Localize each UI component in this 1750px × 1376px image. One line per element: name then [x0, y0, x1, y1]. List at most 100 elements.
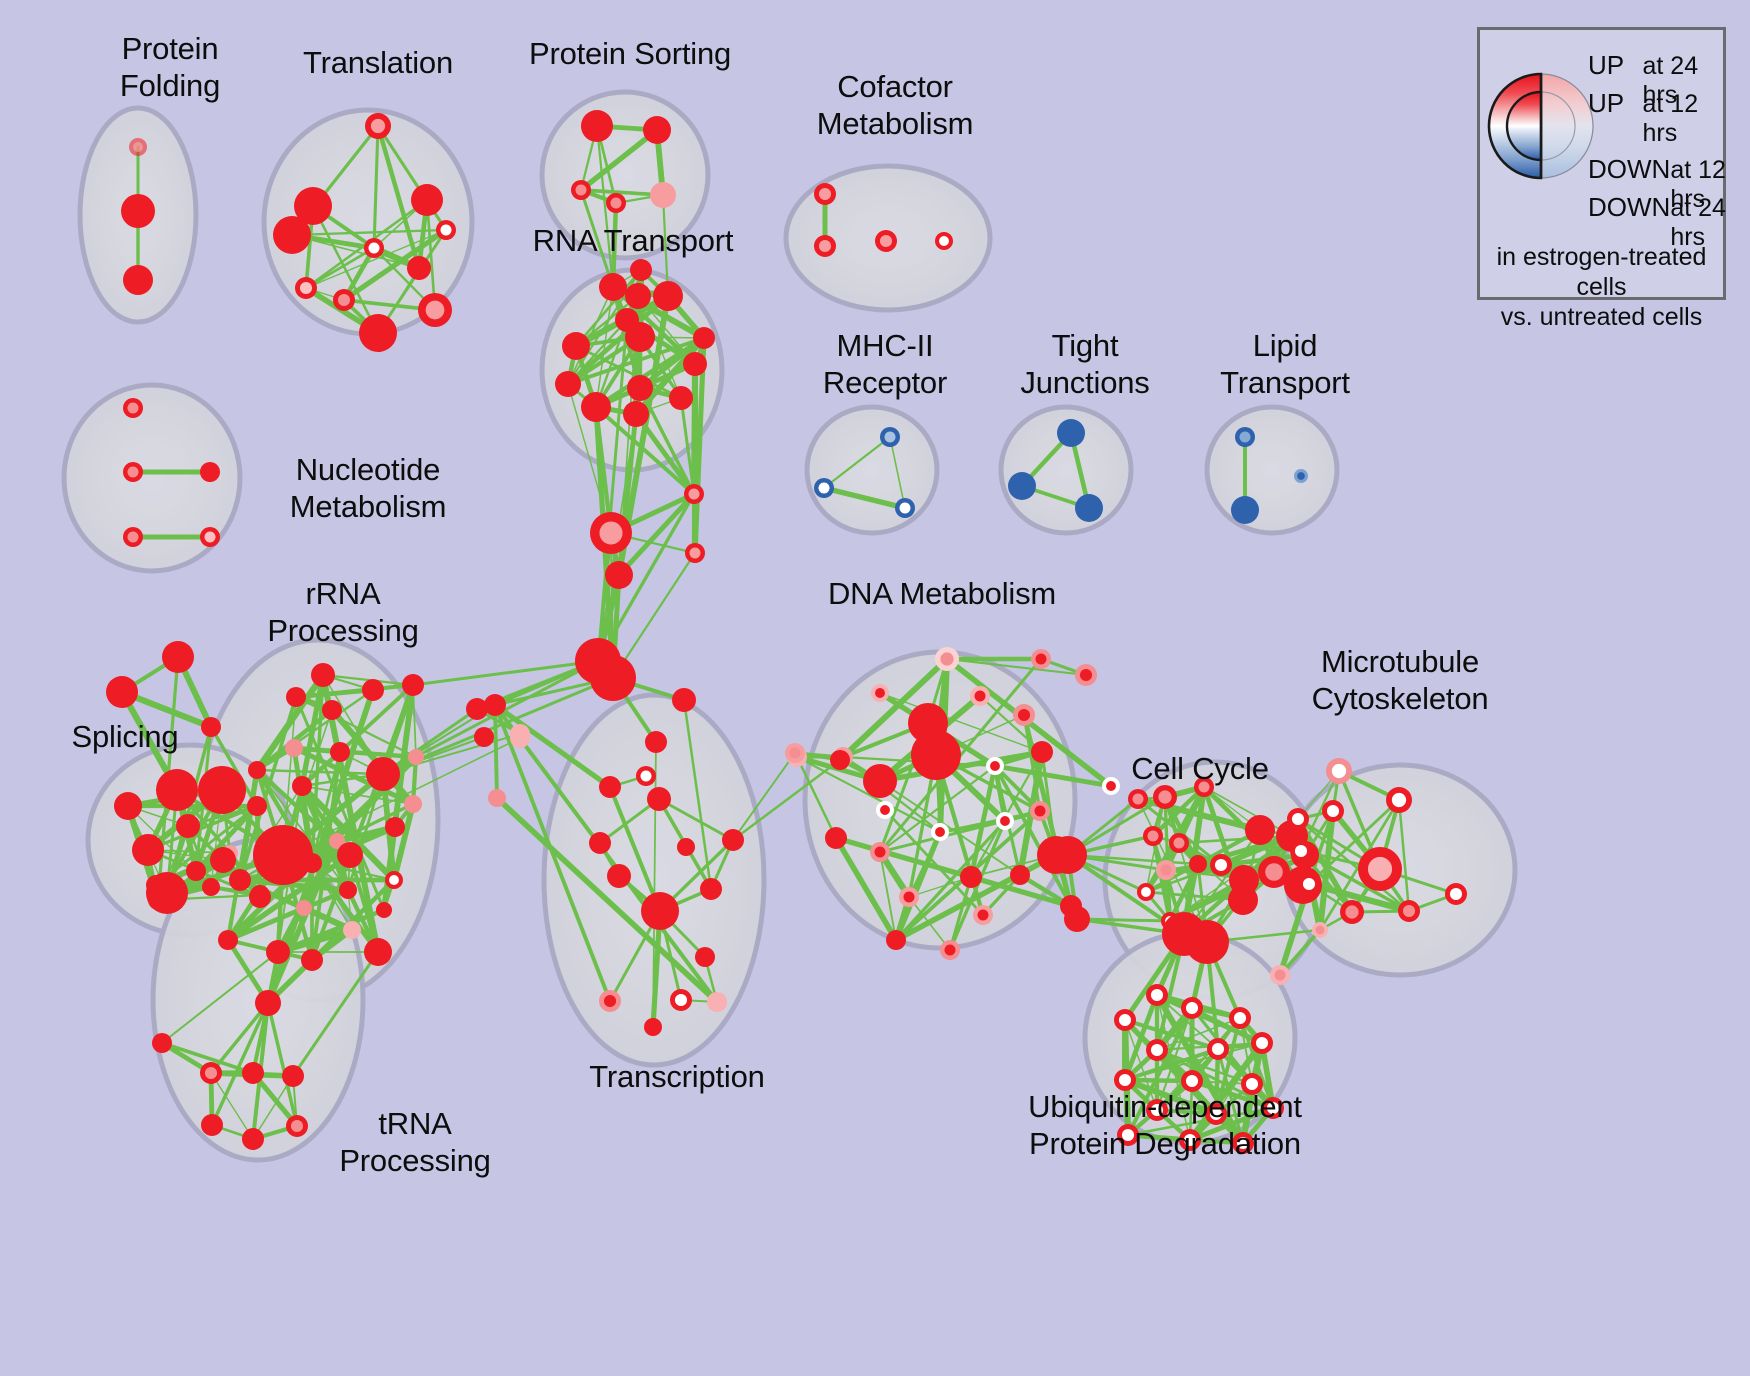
network-node[interactable] — [1270, 965, 1290, 985]
network-node[interactable] — [162, 641, 194, 673]
network-node[interactable] — [722, 829, 744, 851]
network-node[interactable] — [186, 861, 206, 881]
network-node[interactable] — [510, 724, 530, 744]
network-node[interactable] — [1207, 1038, 1229, 1060]
network-node[interactable] — [599, 776, 621, 798]
network-node[interactable] — [362, 679, 384, 701]
network-node[interactable] — [669, 386, 693, 410]
network-node[interactable] — [641, 892, 679, 930]
network-node[interactable] — [1146, 984, 1168, 1006]
network-node[interactable] — [1241, 1073, 1263, 1095]
network-node[interactable] — [677, 838, 695, 856]
network-node[interactable] — [1326, 758, 1352, 784]
network-node[interactable] — [935, 232, 953, 250]
network-node[interactable] — [931, 823, 949, 841]
network-node[interactable] — [684, 484, 704, 504]
network-node[interactable] — [1057, 419, 1085, 447]
network-node[interactable] — [911, 730, 961, 780]
network-node[interactable] — [606, 193, 626, 213]
network-node[interactable] — [814, 235, 836, 257]
network-node[interactable] — [1298, 873, 1320, 895]
network-node[interactable] — [1049, 836, 1087, 874]
network-node[interactable] — [899, 887, 919, 907]
network-node[interactable] — [814, 478, 834, 498]
network-node[interactable] — [1013, 704, 1035, 726]
network-node[interactable] — [123, 398, 143, 418]
network-node[interactable] — [322, 700, 342, 720]
network-node[interactable] — [132, 834, 164, 866]
network-node[interactable] — [1156, 860, 1176, 880]
network-node[interactable] — [685, 543, 705, 563]
network-node[interactable] — [670, 989, 692, 1011]
network-node[interactable] — [255, 990, 281, 1016]
network-node[interactable] — [1114, 1069, 1136, 1091]
network-node[interactable] — [555, 371, 581, 397]
network-node[interactable] — [1322, 800, 1344, 822]
network-node[interactable] — [1179, 1129, 1201, 1151]
network-node[interactable] — [484, 694, 506, 716]
network-node[interactable] — [1031, 649, 1051, 669]
network-node[interactable] — [1185, 920, 1229, 964]
network-node[interactable] — [359, 314, 397, 352]
network-node[interactable] — [876, 801, 894, 819]
network-node[interactable] — [282, 1065, 304, 1087]
network-node[interactable] — [1146, 1039, 1168, 1061]
network-node[interactable] — [156, 769, 198, 811]
network-node[interactable] — [436, 220, 456, 240]
network-node[interactable] — [1146, 1099, 1168, 1121]
network-node[interactable] — [599, 273, 627, 301]
network-node[interactable] — [466, 698, 488, 720]
network-node[interactable] — [200, 462, 220, 482]
network-node[interactable] — [1262, 1097, 1284, 1119]
network-node[interactable] — [248, 761, 266, 779]
network-node[interactable] — [1128, 789, 1148, 809]
network-node[interactable] — [266, 940, 290, 964]
network-node[interactable] — [605, 561, 633, 589]
network-node[interactable] — [940, 940, 960, 960]
network-node[interactable] — [785, 743, 805, 763]
network-node[interactable] — [333, 289, 355, 311]
network-node[interactable] — [1010, 865, 1030, 885]
network-node[interactable] — [253, 825, 313, 885]
network-node[interactable] — [683, 352, 707, 376]
network-node[interactable] — [1228, 885, 1258, 915]
network-node[interactable] — [408, 749, 424, 765]
network-node[interactable] — [201, 717, 221, 737]
network-node[interactable] — [1235, 427, 1255, 447]
network-node[interactable] — [630, 259, 652, 281]
network-node[interactable] — [996, 812, 1014, 830]
network-node[interactable] — [330, 742, 350, 762]
network-node[interactable] — [1064, 906, 1090, 932]
network-node[interactable] — [590, 512, 632, 554]
network-node[interactable] — [644, 1018, 662, 1036]
network-node[interactable] — [385, 817, 405, 837]
network-node[interactable] — [886, 930, 906, 950]
network-node[interactable] — [200, 527, 220, 547]
network-node[interactable] — [623, 401, 649, 427]
network-node[interactable] — [935, 647, 959, 671]
network-node[interactable] — [647, 787, 671, 811]
network-node[interactable] — [1181, 1070, 1203, 1092]
network-node[interactable] — [571, 180, 591, 200]
network-node[interactable] — [960, 866, 982, 888]
network-node[interactable] — [366, 757, 400, 791]
network-node[interactable] — [249, 886, 271, 908]
network-node[interactable] — [880, 427, 900, 447]
network-node[interactable] — [123, 265, 153, 295]
network-node[interactable] — [814, 183, 836, 205]
network-node[interactable] — [1232, 1132, 1254, 1154]
network-node[interactable] — [986, 757, 1004, 775]
network-node[interactable] — [176, 814, 200, 838]
network-node[interactable] — [1290, 840, 1312, 862]
network-node[interactable] — [1137, 883, 1155, 901]
network-node[interactable] — [693, 327, 715, 349]
network-node[interactable] — [1205, 1103, 1227, 1125]
network-node[interactable] — [645, 731, 667, 753]
network-node[interactable] — [337, 842, 363, 868]
network-node[interactable] — [376, 902, 392, 918]
network-node[interactable] — [1181, 997, 1203, 1019]
network-node[interactable] — [1229, 1007, 1251, 1029]
network-node[interactable] — [581, 110, 613, 142]
network-node[interactable] — [871, 684, 889, 702]
network-node[interactable] — [286, 1115, 308, 1137]
